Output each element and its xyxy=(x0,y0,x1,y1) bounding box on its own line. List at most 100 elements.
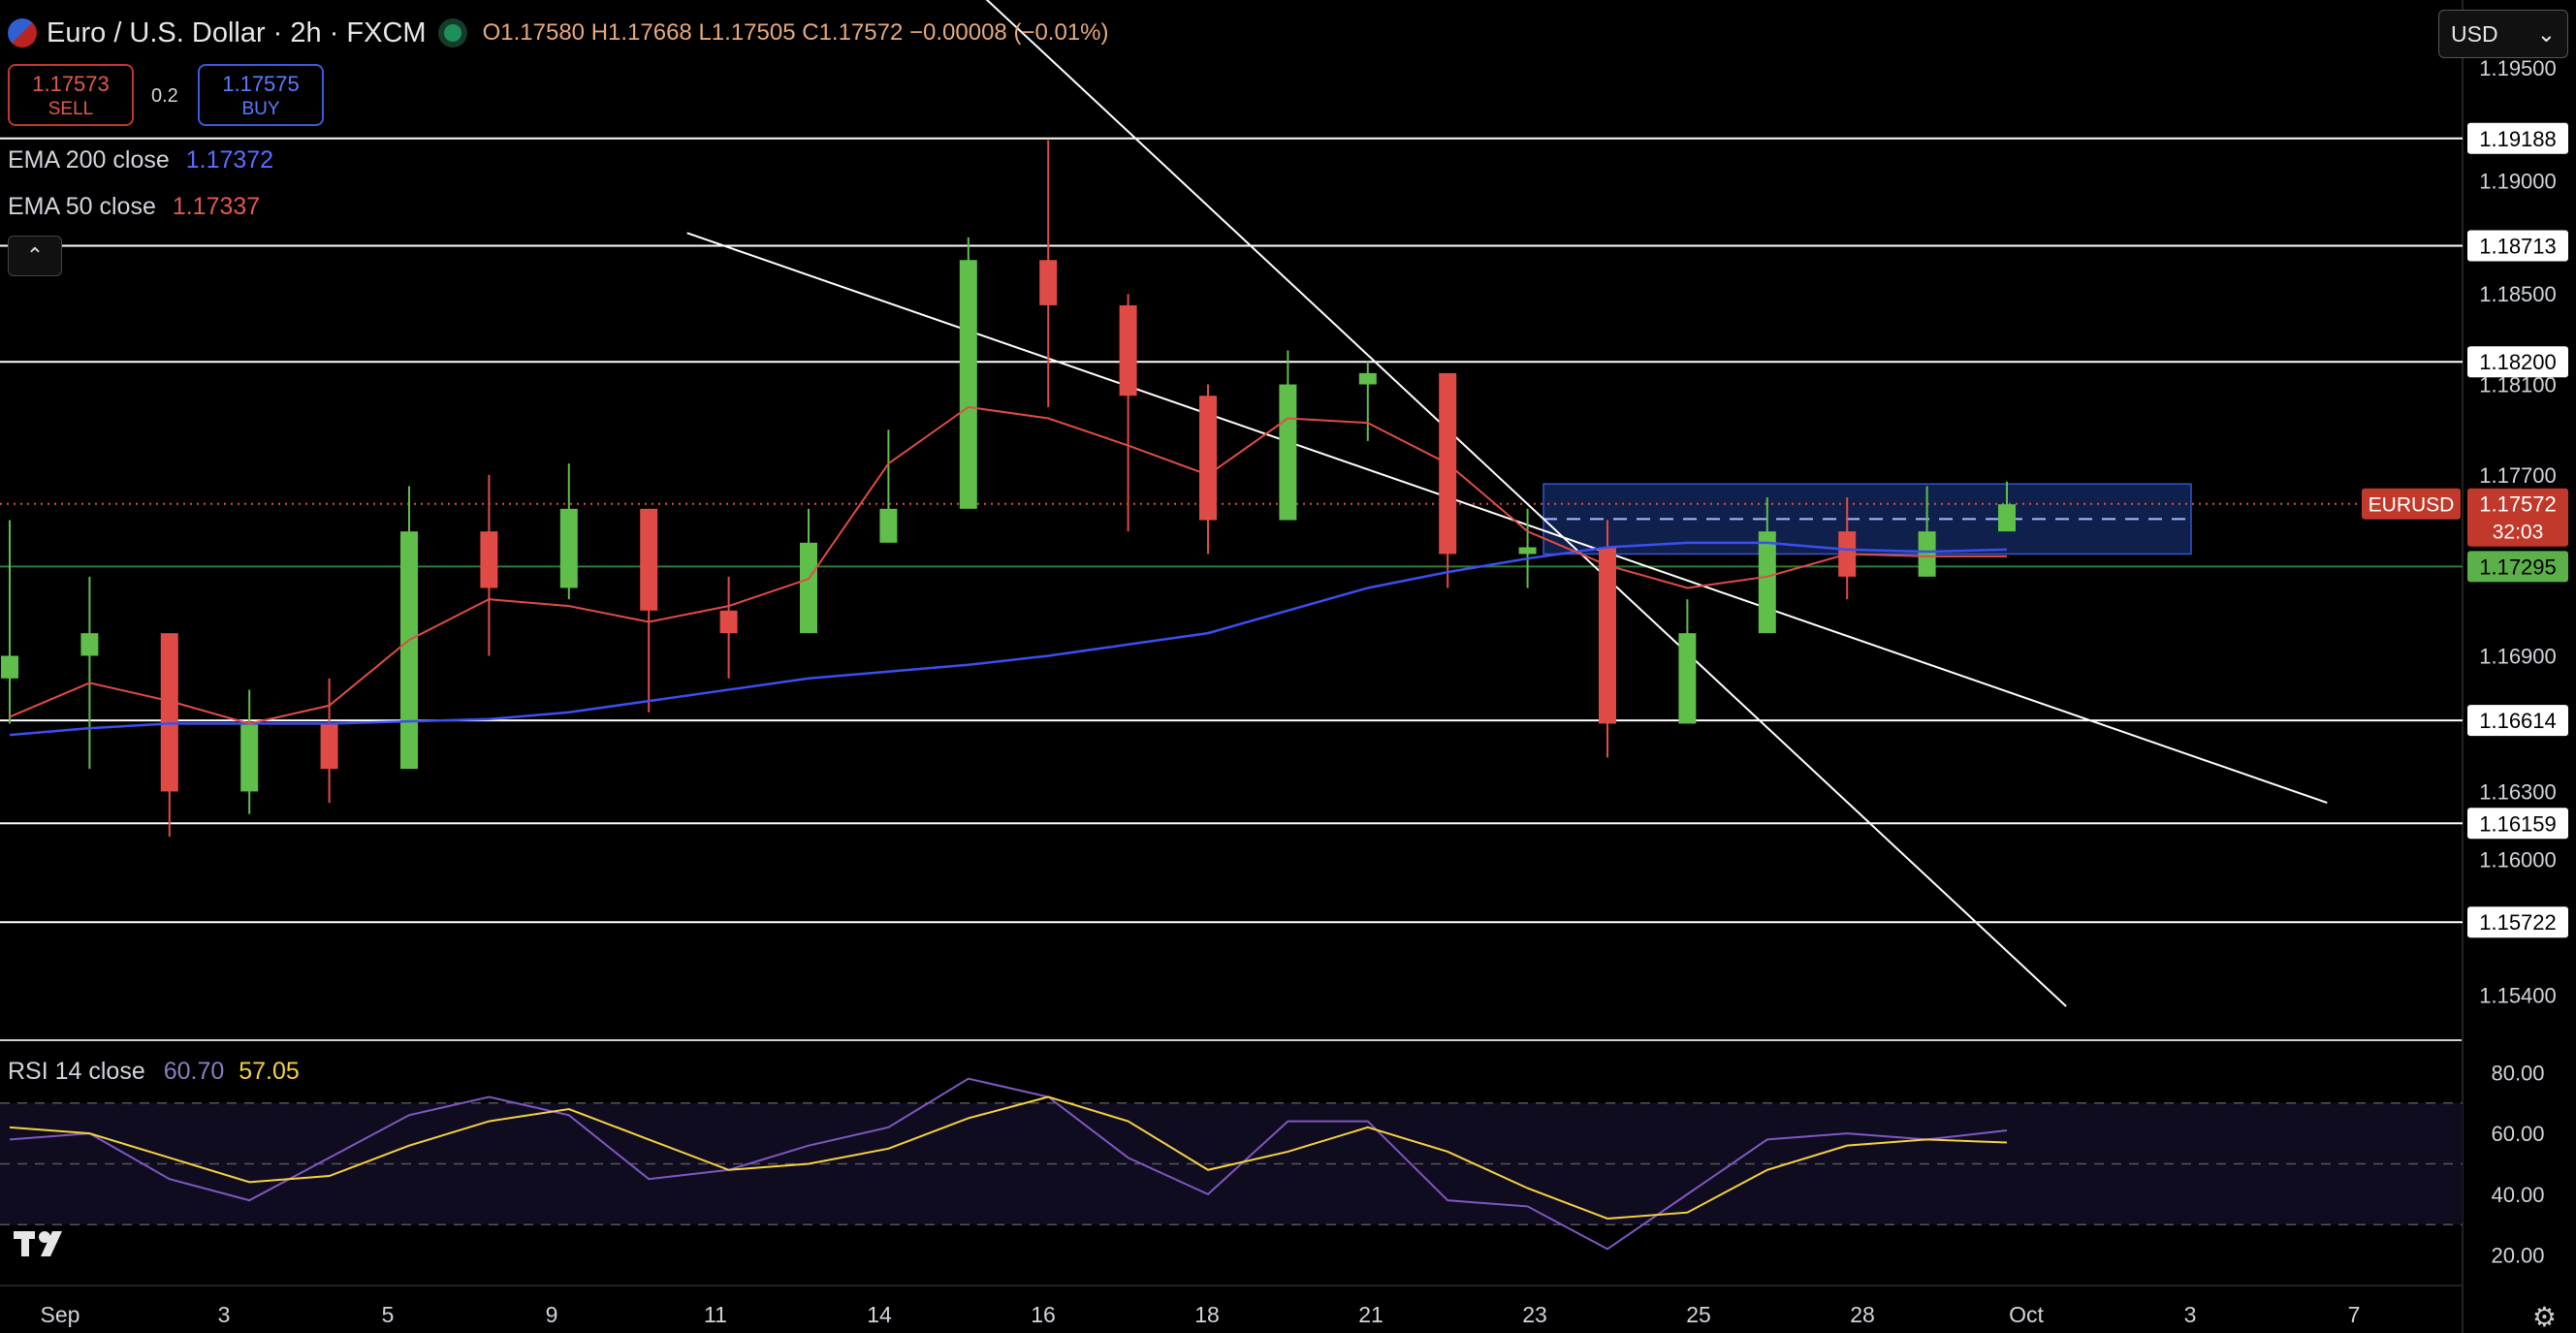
price-tick-5: 1.16900 xyxy=(2479,644,2557,668)
time-tick-10: 25 xyxy=(1686,1302,1711,1327)
change-value: −0.00008 (−0.01%) xyxy=(909,19,1109,46)
candle-body[interactable] xyxy=(1758,531,1776,634)
rsi-tick-3: 20.00 xyxy=(2491,1244,2544,1268)
time-tick-14: 7 xyxy=(2348,1302,2361,1327)
level-tag-0 xyxy=(2467,122,2568,154)
time-tick-5: 14 xyxy=(867,1302,892,1327)
level-tag-6 xyxy=(2467,906,2568,938)
sell-button[interactable]: 1.17573 SELL xyxy=(8,64,134,126)
low-value: L1.17505 xyxy=(698,19,796,46)
level-tag-2 xyxy=(2467,346,2568,378)
candle-body[interactable] xyxy=(1599,547,1616,724)
gear-icon[interactable]: ⚙ xyxy=(2531,1302,2557,1332)
candle-body[interactable] xyxy=(240,723,259,792)
candle-body[interactable] xyxy=(879,508,898,543)
tradingview-logo-icon[interactable] xyxy=(14,1223,76,1262)
sell-label: SELL xyxy=(48,99,94,119)
ema50-line[interactable] xyxy=(9,405,2007,725)
candle-body[interactable] xyxy=(1039,260,1058,305)
open-value: O1.17580 xyxy=(482,19,586,46)
candle-body[interactable] xyxy=(559,508,578,588)
candle-body[interactable] xyxy=(1518,547,1537,555)
price-tick-7: 1.16000 xyxy=(2479,847,2557,872)
ema50-value: 1.17337 xyxy=(172,193,261,220)
candle-body[interactable] xyxy=(400,531,418,770)
level-label-0: 1.19188 xyxy=(2479,127,2557,151)
rsi-line[interactable] xyxy=(9,1077,2008,1251)
candle-body[interactable] xyxy=(320,723,338,770)
rsi-tick-2: 40.00 xyxy=(2491,1183,2544,1207)
level-label-1: 1.18713 xyxy=(2479,235,2557,259)
level-tag-3 xyxy=(2467,551,2568,583)
candle-body[interactable] xyxy=(80,633,99,656)
time-tick-8: 21 xyxy=(1358,1302,1383,1327)
level-label-2: 1.18200 xyxy=(2479,350,2557,374)
ohlc-readout: O1.17580 H1.17668 L1.17505 C1.17572 −0.0… xyxy=(483,19,1109,47)
time-tick-2: 5 xyxy=(382,1302,395,1327)
candle-body[interactable] xyxy=(800,542,817,634)
spread-value: 0.2 xyxy=(151,85,178,107)
rsi-ma-line[interactable] xyxy=(9,1095,2008,1220)
rsi-ma-value: 57.05 xyxy=(239,1058,300,1085)
currency-select[interactable]: USD ⌄ xyxy=(2438,10,2568,58)
collapse-legend-button[interactable]: ⌃ xyxy=(8,236,62,276)
candle-body[interactable] xyxy=(1678,633,1697,724)
time-tick-9: 23 xyxy=(1522,1302,1547,1327)
legend-ema50[interactable]: EMA 50 close 1.17337 xyxy=(8,193,260,221)
candle-body[interactable] xyxy=(1279,384,1297,521)
time-tick-4: 11 xyxy=(704,1302,727,1327)
time-tick-7: 18 xyxy=(1194,1302,1220,1327)
price-tick-4: 1.17700 xyxy=(2479,463,2557,488)
market-open-icon xyxy=(443,24,461,42)
ema50-name: EMA 50 close xyxy=(8,193,156,220)
symbol-title[interactable]: Euro / U.S. Dollar · 2h · FXCM xyxy=(47,16,427,48)
trend-line-0[interactable] xyxy=(963,0,2067,1007)
candle-body[interactable] xyxy=(959,260,977,509)
buy-label: BUY xyxy=(241,99,280,119)
price-tick-8: 1.15400 xyxy=(2479,983,2557,1007)
time-tick-12: Oct xyxy=(2009,1302,2044,1327)
rsi-tick-0: 80.00 xyxy=(2491,1061,2544,1085)
currency-select-value: USD xyxy=(2451,20,2498,47)
level-tag-5 xyxy=(2467,808,2568,840)
time-tick-6: 16 xyxy=(1031,1302,1056,1327)
candle-body[interactable] xyxy=(1199,396,1217,521)
legend-ema200[interactable]: EMA 200 close 1.17372 xyxy=(8,146,273,175)
legend-rsi[interactable]: RSI 14 close 60.70 57.05 xyxy=(8,1058,300,1086)
buy-price: 1.17575 xyxy=(222,72,300,96)
last-price-label: 1.17572 xyxy=(2479,492,2557,517)
symbol-header[interactable]: Euro / U.S. Dollar · 2h · FXCM O1.17580 … xyxy=(8,10,1109,56)
candle-body[interactable] xyxy=(640,508,658,611)
close-value: C1.17572 xyxy=(802,19,904,46)
buy-button[interactable]: 1.17575 BUY xyxy=(198,64,324,126)
level-tag-4 xyxy=(2467,705,2568,737)
price-tick-6: 1.16300 xyxy=(2479,779,2557,804)
time-tick-11: 28 xyxy=(1850,1302,1875,1327)
candle-body[interactable] xyxy=(1358,372,1377,385)
candle-body[interactable] xyxy=(1,655,18,679)
level-label-5: 1.16159 xyxy=(2479,811,2557,836)
candle-body[interactable] xyxy=(480,531,498,588)
time-tick-1: 3 xyxy=(218,1302,231,1327)
ema200-value: 1.17372 xyxy=(185,146,274,174)
candle-body[interactable] xyxy=(1119,304,1137,397)
ema200-line[interactable] xyxy=(9,541,2008,737)
price-tick-3: 1.18100 xyxy=(2479,373,2557,397)
level-label-4: 1.16614 xyxy=(2479,709,2557,733)
candle-body[interactable] xyxy=(1918,531,1936,577)
candle-body[interactable] xyxy=(160,633,178,792)
rsi-name: RSI 14 close xyxy=(8,1058,145,1085)
symbol-tag: EURUSD xyxy=(2369,494,2455,517)
level-tag-1 xyxy=(2467,230,2568,262)
level-label-3: 1.17295 xyxy=(2479,555,2557,579)
candle-body[interactable] xyxy=(719,610,738,634)
high-value: H1.17668 xyxy=(590,19,692,46)
price-tick-1: 1.19000 xyxy=(2479,170,2557,194)
countdown-label: 32:03 xyxy=(2493,522,2544,544)
time-tick-3: 9 xyxy=(546,1302,558,1327)
ema200-name: EMA 200 close xyxy=(8,146,170,174)
candle-body[interactable] xyxy=(1998,504,2016,532)
price-tick-2: 1.18500 xyxy=(2479,282,2557,306)
